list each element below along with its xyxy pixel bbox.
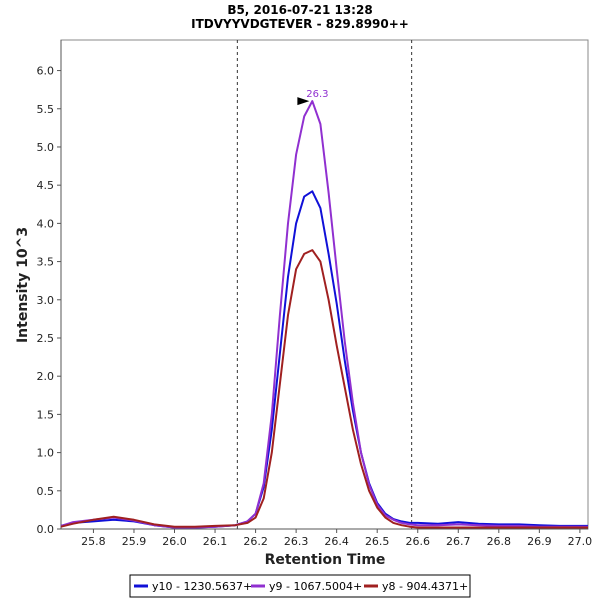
chart-subtitle: ITDVYYVDGTEVER - 829.8990++ bbox=[191, 17, 409, 31]
y-tick-label: 4.5 bbox=[37, 179, 55, 192]
y-tick-label: 6.0 bbox=[37, 65, 55, 78]
legend-item-y8: y8 - 904.4371+ bbox=[382, 580, 468, 593]
legend-box bbox=[129, 574, 471, 598]
legend-item-y9: y9 - 1067.5004+ bbox=[269, 580, 362, 593]
peak-annotation: 26.3 bbox=[297, 89, 328, 106]
y-tick-label: 5.5 bbox=[37, 103, 55, 116]
y-tick-label: 3.0 bbox=[37, 294, 55, 307]
y-tick-label: 0.0 bbox=[37, 523, 55, 536]
y-tick-label: 2.0 bbox=[37, 370, 55, 383]
y-axis-label: Intensity 10^3 bbox=[15, 227, 31, 343]
y-tick-label: 1.0 bbox=[37, 447, 55, 460]
x-tick-label: 26.1 bbox=[203, 535, 228, 548]
series-lines bbox=[60, 100, 588, 529]
x-tick-label: 27.0 bbox=[568, 535, 593, 548]
y-tick-label: 4.0 bbox=[37, 217, 55, 230]
x-axis-label: Retention Time bbox=[265, 552, 386, 568]
x-tick-label: 25.8 bbox=[81, 535, 106, 548]
legend-item-y10: y10 - 1230.5637+ bbox=[152, 580, 252, 593]
x-axis: 25.8 25.9 26.0 26.1 26.2 26.3 26.4 26.5 26.6 26.7… bbox=[61, 528, 593, 548]
y-tick-label: 5.0 bbox=[37, 141, 55, 154]
x-tick-label: 26.7 bbox=[446, 535, 471, 548]
x-tick-label: 26.3 bbox=[284, 535, 309, 548]
x-tick-label: 25.9 bbox=[122, 535, 147, 548]
x-tick-label: 26.5 bbox=[365, 535, 390, 548]
legend: y10 - 1230.5637+ y9 - 1067.5004+ y8 - 90… bbox=[129, 574, 471, 598]
chart-title: B5, 2016-07-21 13:28 bbox=[227, 3, 372, 17]
y-axis: 0.0 0.5 1.0 1.5 2.0 2.5 3.0 3.5 4.0 4.5 5.0 5.5 6.0 bbox=[37, 40, 62, 536]
x-tick-label: 26.8 bbox=[487, 535, 512, 548]
peak-label: 26.3 bbox=[306, 89, 328, 100]
y-tick-label: 0.5 bbox=[37, 485, 55, 498]
x-tick-label: 26.0 bbox=[162, 535, 187, 548]
y-tick-label: 1.5 bbox=[37, 408, 55, 421]
y-tick-label: 3.5 bbox=[37, 256, 55, 269]
series-line-y8 bbox=[60, 249, 588, 529]
x-tick-label: 26.9 bbox=[527, 535, 552, 548]
x-tick-label: 26.4 bbox=[324, 535, 349, 548]
y-tick-label: 2.5 bbox=[37, 332, 55, 345]
x-tick-label: 26.2 bbox=[243, 535, 268, 548]
x-tick-label: 26.6 bbox=[405, 535, 430, 548]
peak-arrow-icon bbox=[297, 97, 310, 106]
